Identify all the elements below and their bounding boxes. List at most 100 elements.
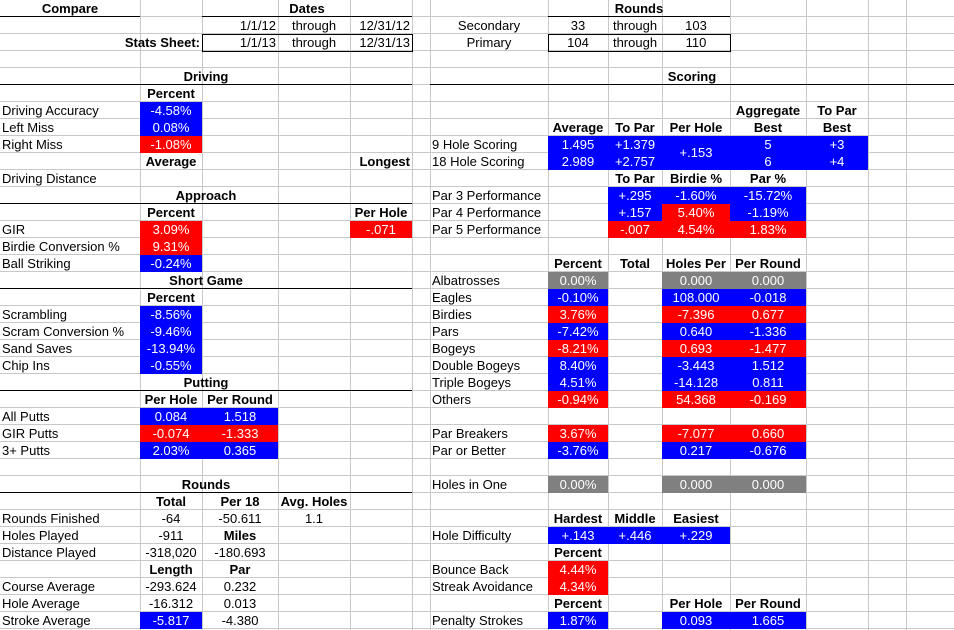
dates-title: Dates [289,1,325,16]
miles-header: Miles [223,528,257,543]
score-row-per-round: 0.811 [730,374,806,391]
sand-saves-label: Sand Saves [2,341,73,356]
hole-average-length: -16.312 [148,596,194,611]
course-average-label: Course Average [2,579,95,594]
best-header-1: Best [753,120,783,135]
easiest-header: Easiest [673,511,719,526]
date2-from[interactable]: 1/1/13 [239,35,276,50]
primary-to[interactable]: 110 [685,35,707,50]
holes-played-label: Holes Played [2,528,79,543]
score-row-holes-per: -14.128 [662,374,730,391]
right-miss-value: -1.08% [140,136,202,153]
score-row-per-round: 1.512 [730,357,806,374]
rounds-title: Rounds [614,1,664,16]
col-line [608,0,609,630]
per-hole-header: Per Hole [669,120,723,135]
perf-par-header: Par % [749,171,787,186]
bounce-back-value: 4.44% [548,561,608,578]
score-row-label: Albatrosses [432,273,500,288]
score-row-per-round: -1.336 [730,323,806,340]
col-line [412,0,413,630]
to-par-header-1: To Par [817,103,857,118]
primary-label: Primary [466,35,512,50]
holes-in-one-holes-per: 0.000 [662,476,730,493]
par3-label: Par 3 Performance [432,188,542,203]
course-average-par: 0.232 [223,579,257,594]
primary-from[interactable]: 104 [567,35,589,50]
distance-played-total: -318,020 [145,545,197,560]
chip-ins-value: -0.55% [140,357,202,374]
perf-birdie-header: Birdie % [669,171,722,186]
hole-average-par: 0.013 [223,596,257,611]
nine-hole-label: 9 Hole Scoring [432,137,518,152]
secondary-to[interactable]: 103 [685,18,707,33]
par5-label: Par 5 Performance [432,222,542,237]
stroke-average-par: -4.380 [221,613,259,628]
chip-ins-label: Chip Ins [2,358,50,373]
score-row-per-round: -1.477 [730,340,806,357]
secondary-from[interactable]: 33 [570,18,586,33]
score-row-holes-per: 0.640 [662,323,730,340]
score-row-label: Pars [432,324,459,339]
hole-average-label: Hole Average [2,596,80,611]
putting-per-hole-header: Per Hole [144,392,198,407]
driving-title: Driving [183,69,229,84]
col-line [906,0,907,630]
divider [430,84,954,85]
divider [0,16,140,17]
col-line [350,0,351,630]
score-row-holes-per: 0.000 [662,272,730,289]
approach-percent-header: Percent [147,205,195,220]
col-line [806,0,807,630]
compare-title: Compare [41,1,99,16]
score-row-percent: 3.76% [548,306,608,323]
score-holes-per-header: Holes Per [666,256,726,271]
gir-putts-per-hole: -0.074 [140,425,202,442]
par-breakers-label: Par Breakers [432,426,508,441]
score-row-percent: -0.10% [548,289,608,306]
par4-birdie: 5.40% [662,204,730,221]
holes-in-one-per-round: 0.000 [730,476,806,493]
scram-conversion-value: -9.46% [140,323,202,340]
divider [202,16,412,17]
date1-to[interactable]: 12/31/12 [359,18,410,33]
divider [0,492,412,493]
par5-birdie: 4.54% [662,221,730,238]
rounds-avg-holes-header: Avg. Holes [280,494,348,509]
score-row-holes-per: 0.693 [662,340,730,357]
driving-distance-label: Driving Distance [2,171,97,186]
best-header-2: Best [822,120,852,135]
col-line [868,0,869,630]
ball-striking-label: Ball Striking [2,256,71,271]
stroke-average-length: -5.817 [140,612,202,629]
penalty-strokes-percent: 1.87% [548,612,608,629]
rounds-section-title: Rounds [181,477,231,492]
score-row-holes-per: 54.368 [662,391,730,408]
score-row-label: Triple Bogeys [432,375,511,390]
score-row-holes-per: -7.396 [662,306,730,323]
par-header: Par [229,562,251,577]
short-game-title: Short Game [169,273,243,288]
secondary-label: Secondary [457,18,521,33]
aggregate-header: Aggregate [735,103,801,118]
par3-birdie: -1.60% [662,187,730,204]
rounds-total-header: Total [155,494,187,509]
score-row-holes-per: -3.443 [662,357,730,374]
score-row-percent: -7.42% [548,323,608,340]
par5-par: 1.83% [730,221,806,238]
average-header: Average [552,120,604,135]
col-line [430,0,431,630]
score-row-label: Double Bogeys [432,358,521,373]
nine-hole-best: +3 [806,136,868,153]
score-per-round-header: Per Round [735,256,801,271]
perf-to-par-header: To Par [615,171,655,186]
date2-to[interactable]: 12/31/13 [359,35,410,50]
rounds-finished-total: -64 [161,511,181,526]
driving-accuracy-value: -4.58% [140,102,202,119]
nine-hole-aggregate: 5 [730,136,806,153]
date1-from[interactable]: 1/1/12 [239,18,276,33]
scrambling-label: Scrambling [2,307,68,322]
three-putts-label: 3+ Putts [2,443,51,458]
divider [0,288,412,289]
divider [0,84,412,85]
